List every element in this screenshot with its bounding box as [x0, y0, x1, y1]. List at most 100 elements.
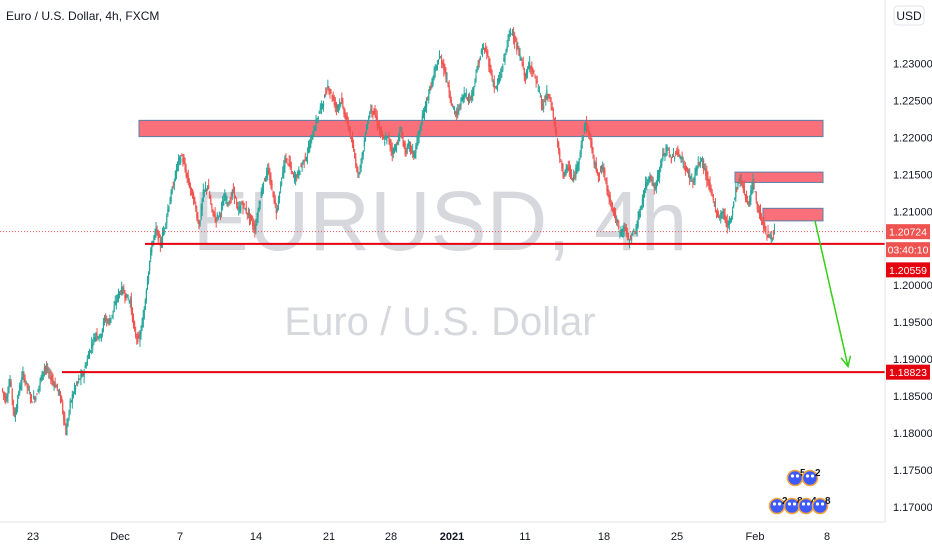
- candle: [565, 163, 567, 176]
- candle: [483, 47, 486, 54]
- reaction-badge[interactable]: 5: [786, 468, 807, 487]
- candle: [60, 395, 63, 403]
- candle: [720, 210, 722, 224]
- candle: [707, 171, 709, 186]
- candle: [493, 75, 495, 94]
- x-tick-label: Dec: [110, 531, 130, 543]
- watermark-name: Euro / U.S. Dollar: [284, 300, 595, 344]
- candle: [467, 93, 470, 106]
- candle: [620, 225, 622, 237]
- candle: [112, 310, 114, 320]
- candle: [375, 108, 377, 122]
- candle: [558, 140, 560, 155]
- candle: [495, 85, 497, 90]
- candle: [458, 104, 460, 116]
- reaction-count: 2: [815, 468, 821, 479]
- candle: [709, 176, 711, 193]
- candle: [157, 229, 159, 245]
- candle: [639, 206, 641, 218]
- price-axis[interactable]: 1.23000 1.22500 1.22000 1.21500 1.21000 1.200…: [884, 0, 932, 522]
- candle: [765, 225, 767, 235]
- candle: [10, 379, 12, 388]
- candle: [66, 418, 68, 436]
- reaction-badges[interactable]: 522848: [768, 468, 832, 515]
- candle: [212, 208, 214, 217]
- candle: [622, 225, 624, 239]
- candle: [281, 177, 283, 187]
- candle: [317, 116, 319, 124]
- candle: [476, 65, 478, 73]
- candle: [578, 158, 580, 171]
- y-tick-label: 1.17000: [893, 502, 932, 514]
- candle: [468, 92, 471, 104]
- candle: [397, 139, 399, 146]
- candle: [235, 197, 238, 209]
- candle: [548, 93, 550, 99]
- currency-button-label[interactable]: USD: [896, 9, 922, 23]
- candle: [649, 172, 651, 184]
- candle: [670, 156, 672, 164]
- candle: [3, 391, 5, 400]
- candle: [111, 314, 113, 319]
- candle: [713, 201, 715, 208]
- candle: [568, 160, 571, 177]
- candle: [421, 110, 423, 126]
- currency-button[interactable]: USD: [893, 5, 925, 26]
- candle: [422, 107, 424, 119]
- candle: [750, 185, 752, 206]
- reaction-badge[interactable]: 2: [801, 468, 822, 487]
- candle: [209, 190, 211, 200]
- candle: [311, 134, 313, 144]
- candle: [84, 362, 86, 369]
- candle: [564, 169, 566, 178]
- candles: [1, 27, 776, 436]
- candle: [689, 168, 691, 186]
- reaction-badge[interactable]: 2: [768, 496, 789, 515]
- reaction-badge[interactable]: 8: [811, 496, 832, 515]
- candle: [612, 207, 615, 216]
- candle: [654, 182, 656, 191]
- candle: [617, 218, 619, 227]
- candle: [53, 380, 55, 391]
- candle: [683, 160, 685, 170]
- candle: [408, 140, 411, 152]
- time-axis[interactable]: 23 Dec 7 14 21 28 2021 11 18 25 Feb 8: [0, 521, 885, 543]
- candle: [355, 153, 357, 169]
- candle: [597, 172, 599, 183]
- candle: [256, 212, 258, 226]
- candle: [539, 92, 542, 98]
- candle: [318, 110, 320, 114]
- candle: [412, 143, 414, 158]
- chart-overlay: Euro / U.S. Dollar, 4h, FXCM USD: [6, 5, 925, 26]
- candle: [499, 71, 501, 84]
- candle: [384, 136, 386, 146]
- candle: [181, 153, 183, 157]
- candle: [91, 336, 93, 355]
- candle: [419, 124, 421, 135]
- resistance-zone-middle[interactable]: [734, 171, 824, 183]
- candle: [199, 219, 201, 227]
- candle: [231, 188, 233, 201]
- candle: [609, 191, 611, 207]
- candle: [579, 150, 581, 160]
- projection-arrow[interactable]: [814, 220, 852, 369]
- y-tick-label: 1.18000: [893, 428, 932, 440]
- candle: [388, 131, 390, 145]
- candle: [646, 176, 648, 191]
- candle: [356, 163, 358, 173]
- candle: [312, 130, 314, 140]
- projection[interactable]: [814, 220, 852, 369]
- price-zones[interactable]: [138, 119, 824, 222]
- resistance-zone-upper[interactable]: [138, 119, 824, 138]
- candle: [403, 140, 405, 149]
- candle: [569, 164, 572, 180]
- candle: [39, 377, 41, 392]
- candle: [520, 56, 522, 61]
- candle: [572, 177, 574, 182]
- candle: [310, 134, 312, 149]
- price-levels[interactable]: [0, 231, 885, 374]
- candle: [182, 153, 184, 167]
- resistance-zone-lower[interactable]: [762, 207, 824, 222]
